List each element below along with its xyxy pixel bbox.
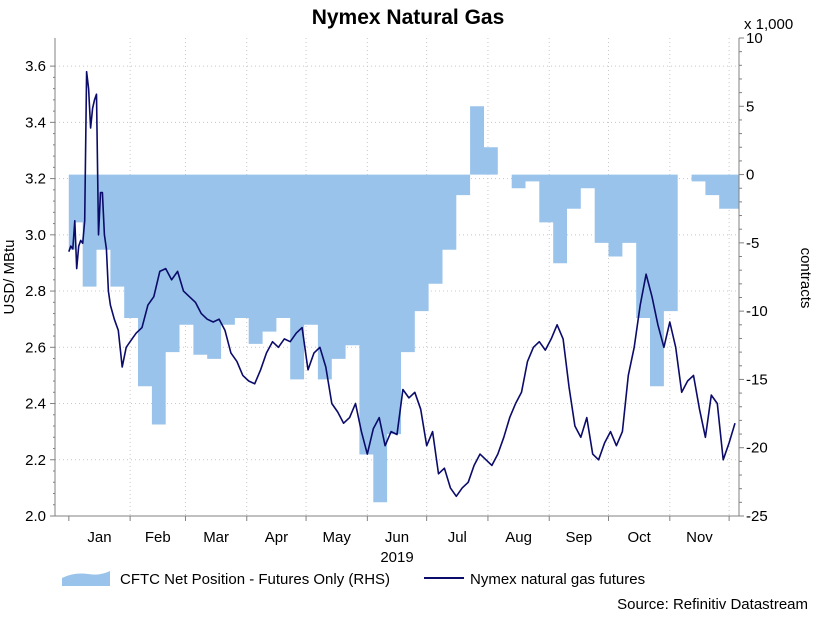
cftc-net-position-area: [68, 106, 740, 503]
legend: CFTC Net Position - Futures Only (RHS) N…: [62, 571, 645, 588]
right-tick-label: 5: [746, 98, 754, 115]
left-tick-label: 3.2: [25, 171, 46, 188]
x-tick-label: May: [323, 529, 352, 546]
x-tick-label: Feb: [145, 529, 171, 546]
x-tick-label: Sep: [566, 529, 593, 546]
left-tick-label: 3.6: [25, 58, 46, 75]
plot-area: [50, 37, 744, 521]
x-tick-label: Mar: [203, 529, 229, 546]
x-tick-label: Jun: [385, 529, 409, 546]
nymex-gas-futures-line: [68, 70, 736, 498]
right-tick-label: -5: [746, 235, 759, 252]
left-axis-label: USD/ MBtu: [1, 239, 18, 314]
right-tick-label: -15: [746, 371, 768, 388]
x-tick-label: Aug: [505, 529, 532, 546]
x-tick-label: Apr: [265, 529, 288, 546]
left-axis-ticks: 2.0 2.2 2.4 2.6 2.8 3.0 3.2 3.4 3.6: [25, 58, 46, 525]
x-axis-ticks: Jan Feb Mar Apr May Jun Jul Aug Sep Oct Nov: [87, 529, 713, 546]
right-axis-label: contracts: [797, 248, 814, 309]
left-tick-label: 2.6: [25, 339, 46, 356]
left-tick-label: 3.4: [25, 114, 46, 131]
source-note: Source: Refinitiv Datastream: [617, 596, 808, 613]
left-tick-label: 2.8: [25, 283, 46, 300]
right-tick-label: -25: [746, 508, 768, 525]
right-axis-multiplier: x 1,000: [744, 16, 793, 33]
left-tick-label: 2.0: [25, 508, 46, 525]
chart-title: Nymex Natural Gas: [312, 6, 505, 29]
right-axis-ticks: 10 5 0 -5 -10 -15 -20 -25: [746, 30, 768, 525]
left-tick-label: 3.0: [25, 227, 46, 244]
x-tick-label: Oct: [627, 529, 651, 546]
axes: [50, 37, 744, 521]
legend-label-futures: Nymex natural gas futures: [470, 571, 645, 588]
left-tick-label: 2.2: [25, 452, 46, 469]
x-tick-label: Jul: [448, 529, 467, 546]
right-tick-label: 10: [746, 30, 763, 47]
x-axis-year-label: 2019: [380, 549, 413, 566]
right-tick-label: -10: [746, 303, 768, 320]
right-tick-label: 0: [746, 167, 754, 184]
legend-label-cftc: CFTC Net Position - Futures Only (RHS): [120, 571, 390, 588]
left-tick-label: 2.4: [25, 396, 46, 413]
legend-area-swatch: [62, 571, 110, 586]
x-tick-label: Nov: [686, 529, 713, 546]
x-tick-label: Jan: [87, 529, 111, 546]
right-tick-label: -20: [746, 440, 768, 457]
